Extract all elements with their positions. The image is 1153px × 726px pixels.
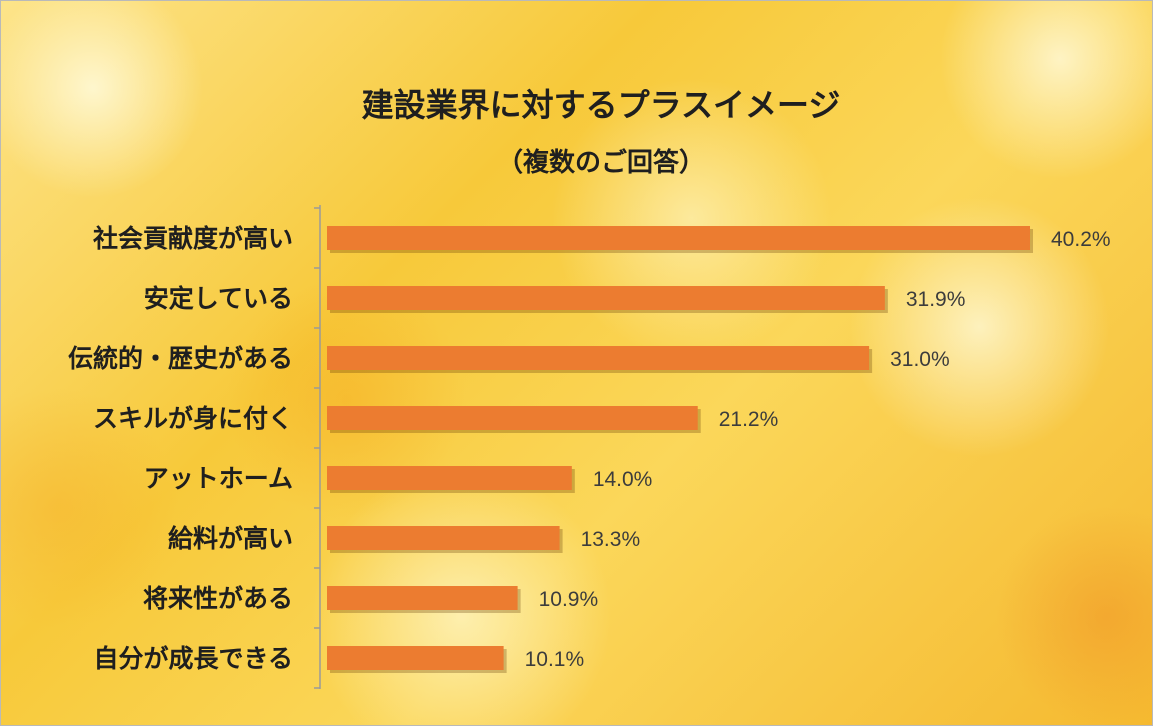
value-label: 21.2% <box>719 408 779 431</box>
category-label: アットホーム <box>144 464 293 493</box>
category-label: 給料が高い <box>168 524 293 553</box>
chart-title: 建設業界に対するプラスイメージ <box>362 86 841 124</box>
category-label: スキルが身に付く <box>93 404 293 433</box>
bar <box>327 286 885 310</box>
bar <box>327 646 504 670</box>
bar <box>327 466 572 490</box>
category-label: 自分が成長できる <box>93 644 293 673</box>
value-label: 31.9% <box>906 288 966 311</box>
value-label: 10.1% <box>525 648 585 671</box>
bar <box>327 586 518 610</box>
chart-subtitle: （複数のご回答） <box>497 147 705 178</box>
bar <box>327 346 870 370</box>
category-label: 将来性がある <box>143 584 293 613</box>
bar <box>327 406 698 430</box>
value-label: 10.9% <box>539 588 599 611</box>
value-label: 31.0% <box>890 348 950 371</box>
category-label: 社会貢献度が高い <box>93 224 293 253</box>
value-label: 40.2% <box>1051 228 1111 251</box>
category-label: 伝統的・歴史がある <box>68 344 293 373</box>
category-label: 安定している <box>144 284 293 313</box>
value-label: 14.0% <box>593 468 653 491</box>
bars-group: 社会貢献度が高い 40.2% 安定している 31.9% 伝統的・歴史がある 31.0% スキ… <box>68 207 1111 689</box>
value-label: 13.3% <box>581 528 641 551</box>
bar <box>327 226 1030 250</box>
bar <box>327 526 560 550</box>
